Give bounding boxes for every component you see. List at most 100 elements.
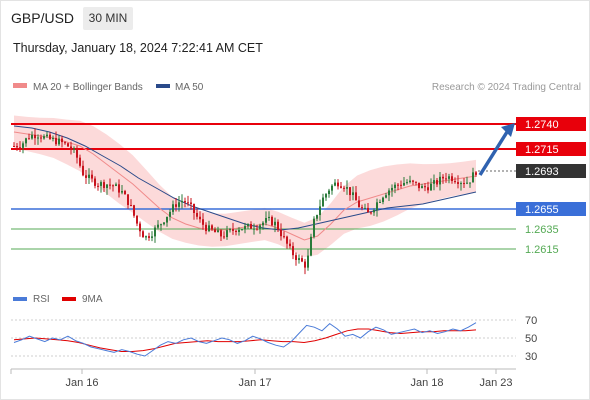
candle-body: [166, 216, 168, 223]
candle: [70, 141, 72, 155]
candle: [379, 199, 381, 203]
candle: [469, 182, 471, 188]
candle-body: [226, 230, 228, 238]
candle: [73, 146, 75, 153]
candle-body: [205, 224, 207, 232]
candle: [208, 220, 210, 233]
candle-body: [385, 195, 387, 198]
candle: [166, 216, 168, 227]
candle-body: [400, 184, 402, 186]
candle-body: [439, 176, 441, 185]
forecast-arrow-head: [501, 123, 515, 137]
candle-body: [151, 236, 153, 238]
candle-body: [202, 219, 204, 225]
candle-body: [337, 182, 339, 187]
candle: [370, 211, 372, 215]
candle-body: [175, 204, 177, 207]
candle: [331, 184, 333, 195]
candle-body: [172, 204, 174, 212]
level-labels: 1.2740 1.2715 1.2693 1.2655 1.2635 1.2615: [516, 117, 586, 256]
candle-body: [148, 236, 150, 238]
candle-body: [370, 212, 372, 214]
candle-body: [280, 229, 282, 237]
candle-body: [391, 187, 393, 191]
candle-body: [379, 201, 381, 203]
candle: [19, 141, 21, 152]
candle-body: [157, 224, 159, 228]
candle: [76, 145, 78, 164]
ma50-legend-label: MA 50: [175, 82, 204, 93]
candle-body: [235, 230, 237, 232]
candle-body: [61, 138, 63, 143]
candle: [430, 178, 432, 191]
candle: [142, 230, 144, 238]
candle-body: [124, 191, 126, 195]
candle-body: [76, 148, 78, 158]
timeframe-button[interactable]: 30 MIN: [83, 7, 133, 30]
candle: [349, 187, 351, 201]
candle: [55, 131, 57, 146]
candle-body: [448, 176, 450, 179]
candle: [136, 215, 138, 227]
candle-body: [433, 180, 435, 184]
candle-body: [97, 185, 99, 187]
forecast-arrow: [478, 123, 515, 176]
candle-body: [325, 194, 327, 198]
candle-body: [133, 205, 135, 216]
candle-body: [145, 236, 147, 238]
candle-body: [241, 229, 243, 231]
candle-body: [187, 202, 189, 204]
rsi-panel: 70 50 30: [11, 315, 537, 363]
candlesticks: [13, 128, 477, 275]
candle: [34, 128, 36, 145]
candle-body: [415, 181, 417, 183]
candle-body: [16, 146, 18, 148]
candle: [43, 134, 45, 140]
candle: [154, 225, 156, 243]
candle-body: [307, 255, 309, 268]
candle: [463, 178, 465, 188]
candle-body: [460, 183, 462, 185]
candle: [265, 211, 267, 226]
candle: [112, 184, 114, 192]
candle: [139, 221, 141, 237]
candle-body: [430, 183, 432, 191]
candle: [223, 231, 225, 240]
candle: [286, 235, 288, 249]
candle: [382, 196, 384, 205]
level-label-1.2693: 1.2693: [525, 166, 559, 178]
candle-body: [85, 175, 87, 178]
candle: [436, 177, 438, 188]
candle: [256, 224, 258, 231]
candle-body: [292, 246, 294, 256]
candle: [451, 173, 453, 184]
candle: [466, 176, 468, 185]
candle-body: [364, 207, 366, 209]
candle-body: [367, 207, 369, 213]
candle: [361, 204, 363, 211]
candle-body: [52, 137, 54, 139]
level-box-1.2740: [516, 117, 586, 131]
candle: [472, 167, 474, 183]
candle: [319, 199, 321, 221]
candle-body: [388, 190, 390, 196]
candle-body: [421, 186, 423, 189]
candle: [244, 222, 246, 234]
candle: [313, 216, 315, 239]
candle: [283, 231, 285, 239]
datetime-label: Thursday, January 18, 2024 7:22:41 AM CE…: [13, 41, 263, 55]
candle-body: [409, 180, 411, 183]
candle-body: [109, 184, 111, 186]
candle: [358, 196, 360, 208]
candle: [16, 142, 18, 151]
level-box-1.2655: [516, 202, 586, 216]
rsi-legend-label: RSI: [33, 294, 50, 305]
candle: [61, 135, 63, 148]
candle-body: [313, 218, 315, 237]
candle-body: [250, 224, 252, 229]
candle: [340, 181, 342, 189]
candle: [316, 214, 318, 222]
candle-body: [259, 225, 261, 229]
candle-body: [34, 134, 36, 139]
